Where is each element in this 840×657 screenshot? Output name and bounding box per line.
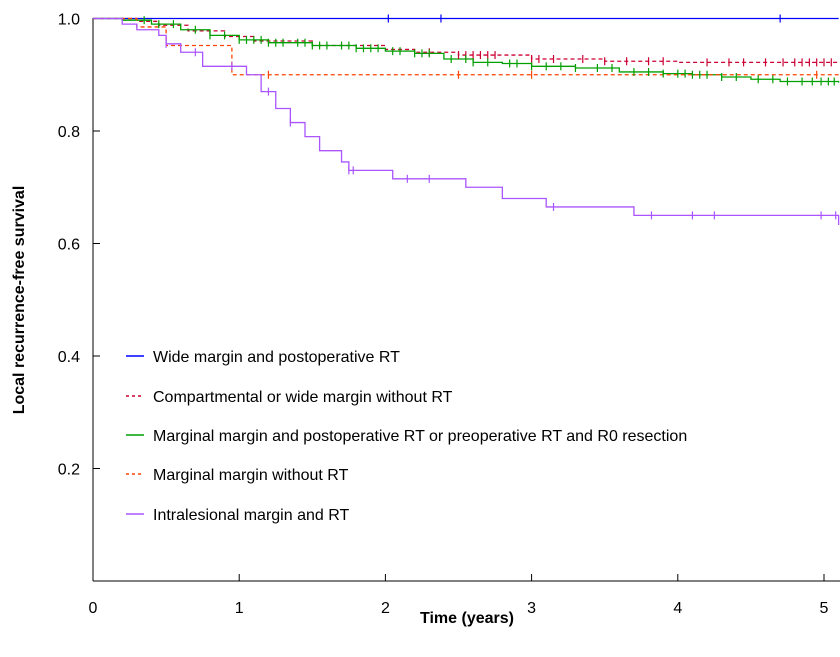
legend-label: Intralesional margin and RT bbox=[153, 507, 349, 524]
x-tick-label: 3 bbox=[527, 600, 536, 617]
series-line-5 bbox=[93, 17, 840, 225]
x-tick-label: 1 bbox=[235, 600, 244, 617]
series-lines bbox=[93, 17, 840, 225]
x-tick-label: 2 bbox=[381, 600, 390, 617]
series-line-3 bbox=[93, 17, 840, 83]
axes bbox=[92, 18, 840, 582]
legend: Wide margin and postoperative RT Compartm… bbox=[126, 349, 687, 524]
x-tick-label: 4 bbox=[673, 600, 682, 617]
legend-label: Marginal margin without RT bbox=[153, 467, 349, 484]
y-tick-label: 1.0 bbox=[58, 12, 80, 29]
y-tick-label: 0.2 bbox=[58, 462, 80, 479]
censor-marks bbox=[143, 14, 837, 220]
legend-label: Compartmental or wide margin without RT bbox=[153, 389, 453, 406]
y-tick-label: 0.6 bbox=[58, 237, 80, 254]
y-tick-label: 0.8 bbox=[58, 124, 80, 141]
legend-label: Marginal margin and postoperative RT or … bbox=[153, 428, 687, 445]
x-tick-label: 5 bbox=[820, 600, 829, 617]
y-tick-label: 0.4 bbox=[58, 349, 80, 366]
x-axis-title: Time (years) bbox=[420, 610, 514, 627]
x-tick-label: 0 bbox=[89, 600, 98, 617]
y-axis-title: Local recurrence-free survival bbox=[11, 186, 28, 415]
ticks: 0 1 2 3 4 5 0.2 0.4 0.6 0.8 1.0 bbox=[58, 12, 829, 618]
legend-label: Wide margin and postoperative RT bbox=[153, 349, 400, 366]
